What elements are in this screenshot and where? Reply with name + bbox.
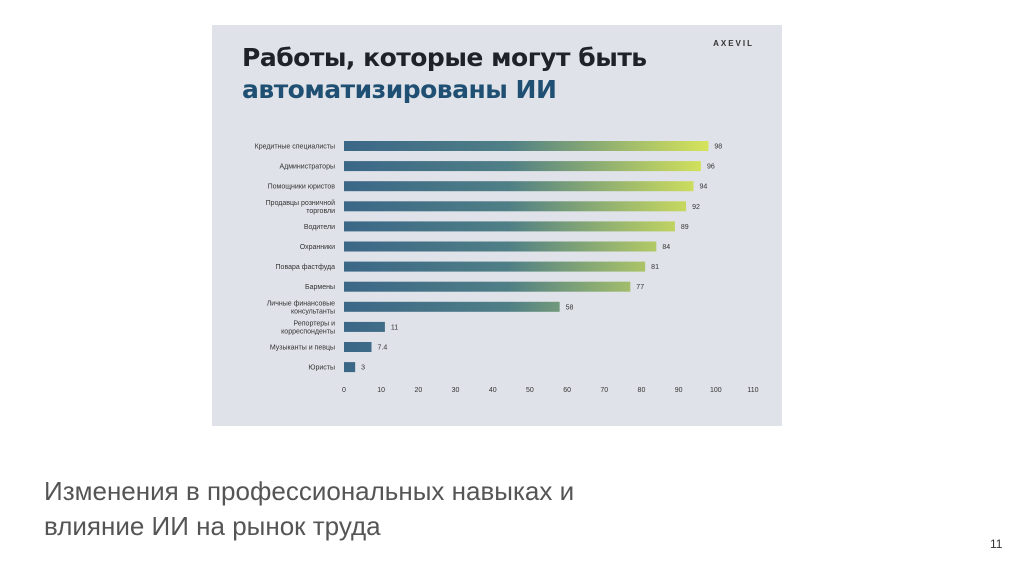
bar [344,342,372,352]
x-tick-label: 80 [638,387,646,394]
value-label: 98 [714,144,722,151]
caption-line-2: влияние ИИ на рынок труда [44,511,381,541]
bar [344,281,631,292]
value-label: 84 [662,244,670,251]
bar [344,241,657,252]
value-label: 3 [361,365,365,372]
bar-chart: Кредитные специалисты 98 Администраторы 96 П… [255,141,759,394]
category-label: Музыканты и певцы [270,345,335,352]
bar [344,362,356,373]
bar [344,161,701,172]
chart-title-highlight: автоматизированы ИИ [242,75,557,104]
category-label: Личные финансовые консультанты [267,300,335,315]
category-label: Репортеры и корреспонденты [281,320,335,335]
x-tick-label: 40 [489,387,497,394]
category-label: Юристы [308,365,335,372]
category-label: Охранники [300,244,335,251]
x-tick-label: 70 [600,387,608,394]
bar [344,321,385,332]
value-label: 58 [566,304,574,311]
x-tick-label: 0 [342,387,346,394]
value-label: 89 [681,224,689,231]
bar [344,201,687,212]
brand-logo: AXEVIL [713,39,754,48]
page-number: 11 [990,537,1003,551]
bar [344,181,694,192]
category-label: Помощники юристов [268,184,336,191]
category-label: Продавцы розничной торговли [266,199,335,215]
value-label: 7.4 [378,345,388,352]
category-label: Бармены [305,284,335,291]
x-tick-label: 100 [710,387,722,394]
value-label: 96 [707,164,715,171]
x-tick-label: 90 [675,387,683,394]
chart-title: Работы, которые могут быть [242,43,647,72]
x-tick-label: 50 [526,387,534,394]
value-label: 77 [636,284,644,291]
bar [344,261,646,272]
bar [344,141,709,151]
value-label: 81 [651,264,659,271]
x-tick-label: 110 [747,387,758,394]
caption-line-1: Изменения в профессиональных навыках и [44,476,575,506]
value-label: 94 [700,184,708,191]
x-tick-label: 20 [414,387,422,394]
value-label: 11 [391,324,398,331]
chart-image: Работы, которые могут быть автоматизиров… [212,25,782,426]
category-label: Водители [304,224,335,231]
category-label: Кредитные специалисты [255,144,335,151]
bar [344,221,675,232]
category-label: Администраторы [279,164,335,171]
category-label: Повара фастфуда [276,264,336,271]
value-label: 92 [692,204,700,211]
x-tick-label: 30 [452,387,460,394]
slide-caption: Изменения в профессиональных навыках и в… [44,474,744,544]
x-tick-label: 60 [563,387,571,394]
x-tick-label: 10 [377,387,385,394]
bar [344,301,560,312]
